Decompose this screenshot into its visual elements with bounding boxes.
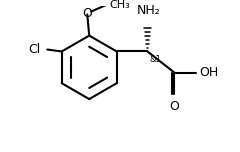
- Text: OH: OH: [199, 66, 219, 79]
- Text: &1: &1: [150, 55, 161, 64]
- Text: Cl: Cl: [28, 43, 41, 56]
- Text: CH₃: CH₃: [109, 0, 130, 10]
- Text: NH₂: NH₂: [137, 4, 160, 17]
- Text: O: O: [169, 100, 179, 113]
- Text: O: O: [82, 7, 92, 20]
